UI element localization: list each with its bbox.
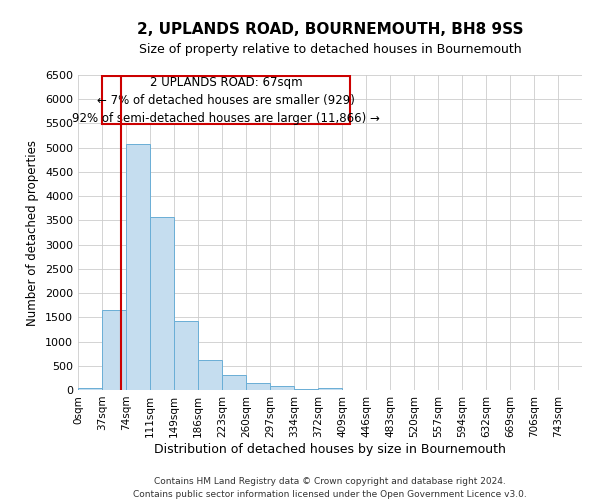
Bar	[294, 388, 318, 390]
Bar	[318, 388, 342, 390]
Text: Size of property relative to detached houses in Bournemouth: Size of property relative to detached ho…	[139, 42, 521, 56]
Bar	[126, 144, 150, 390]
Text: 2 UPLANDS ROAD: 67sqm
← 7% of detached houses are smaller (929)
92% of semi-deta: 2 UPLANDS ROAD: 67sqm ← 7% of detached h…	[72, 76, 380, 124]
Bar	[102, 310, 126, 390]
Bar	[198, 360, 222, 390]
Y-axis label: Number of detached properties: Number of detached properties	[26, 140, 40, 326]
Bar	[150, 216, 174, 390]
Bar	[78, 388, 102, 390]
Text: Contains HM Land Registry data © Crown copyright and database right 2024.: Contains HM Land Registry data © Crown c…	[154, 478, 506, 486]
Bar	[270, 386, 294, 390]
Text: Contains public sector information licensed under the Open Government Licence v3: Contains public sector information licen…	[133, 490, 527, 499]
Bar	[174, 321, 198, 390]
Text: 2, UPLANDS ROAD, BOURNEMOUTH, BH8 9SS: 2, UPLANDS ROAD, BOURNEMOUTH, BH8 9SS	[137, 22, 523, 38]
Bar	[222, 376, 246, 390]
FancyBboxPatch shape	[102, 76, 350, 124]
Bar	[246, 383, 270, 390]
X-axis label: Distribution of detached houses by size in Bournemouth: Distribution of detached houses by size …	[154, 442, 506, 456]
